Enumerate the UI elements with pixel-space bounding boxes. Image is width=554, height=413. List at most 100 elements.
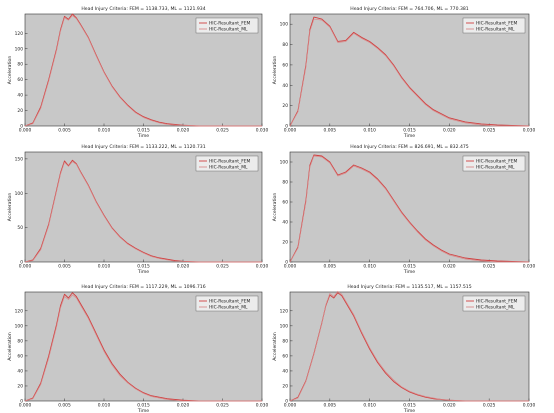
y-tick-label: 120 — [15, 31, 24, 37]
legend-entry: HIC-Resultant_ML — [476, 165, 515, 171]
x-axis-label: Time — [403, 269, 415, 275]
y-tick-label: 120 — [280, 308, 289, 314]
x-axis-label: Time — [403, 133, 415, 139]
legend-entry: HIC-Resultant_FEM — [209, 21, 251, 27]
y-tick-label: 80 — [17, 338, 23, 344]
series-line-fem — [289, 16, 530, 127]
y-axis-label: Acceleration — [7, 56, 13, 85]
chart-title: Head Injury Criteria: FEM = 826.691, ML … — [350, 144, 469, 150]
chart-panel-1: Head Injury Criteria: FEM = 1138.733, ML… — [7, 6, 268, 139]
x-tick-label: 0.020 — [443, 264, 456, 270]
y-tick-label: 20 — [282, 383, 288, 389]
x-axis-label: Time — [403, 408, 415, 413]
y-tick-label: 100 — [15, 323, 24, 329]
x-tick-label: 0.025 — [483, 403, 496, 409]
y-axis-label: Acceleration — [272, 193, 278, 222]
x-tick-label: 0.030 — [256, 128, 269, 134]
legend-entry: HIC-Resultant_FEM — [476, 159, 518, 165]
x-tick-label: 0.030 — [256, 403, 269, 409]
y-tick-label: 40 — [282, 368, 288, 374]
x-tick-label: 0.020 — [177, 403, 190, 409]
y-tick-label: 80 — [282, 180, 288, 186]
legend-entry: HIC-Resultant_FEM — [209, 159, 251, 165]
x-tick-label: 0.000 — [19, 264, 32, 270]
x-tick-label: 0.015 — [403, 264, 416, 270]
x-tick-label: 0.015 — [403, 403, 416, 409]
y-tick-label: 20 — [17, 108, 23, 114]
x-tick-label: 0.005 — [324, 264, 337, 270]
y-tick-label: 100 — [280, 160, 289, 166]
legend-box — [195, 295, 259, 312]
y-tick-label: 0 — [285, 399, 288, 405]
x-tick-label: 0.000 — [284, 264, 297, 270]
legend-entry: HIC-Resultant_ML — [476, 305, 515, 311]
x-tick-label: 0.000 — [284, 403, 297, 409]
series-line-fem — [24, 292, 262, 402]
y-tick-label: 60 — [282, 62, 288, 68]
x-axis-label: Time — [137, 269, 149, 275]
chart-panel-2: Head Injury Criteria: FEM = 764.706, ML … — [272, 6, 535, 139]
series-line-fem — [289, 154, 530, 263]
legend-entry: HIC-Resultant_ML — [209, 305, 248, 311]
legend-box — [195, 17, 259, 34]
x-tick-label: 0.015 — [137, 128, 150, 134]
y-tick-label: 20 — [282, 103, 288, 109]
legend-box — [462, 155, 526, 172]
series-line-ml — [24, 161, 262, 263]
y-tick-label: 0 — [20, 399, 23, 405]
x-tick-label: 0.030 — [523, 264, 536, 270]
x-tick-label: 0.010 — [363, 403, 376, 409]
x-tick-label: 0.015 — [137, 403, 150, 409]
y-tick-label: 100 — [280, 22, 289, 28]
y-tick-label: 40 — [17, 93, 23, 99]
y-tick-label: 100 — [280, 323, 289, 329]
x-tick-label: 0.005 — [58, 264, 71, 270]
legend-box — [195, 155, 259, 172]
y-axis-label: Acceleration — [272, 332, 278, 361]
x-axis-label: Time — [137, 408, 149, 413]
series-line-ml — [289, 290, 529, 402]
series-line-ml — [289, 18, 529, 127]
x-tick-label: 0.025 — [216, 264, 229, 270]
x-tick-label: 0.010 — [98, 128, 111, 134]
x-tick-label: 0.025 — [216, 403, 229, 409]
y-tick-label: 100 — [15, 46, 24, 52]
legend-box — [462, 295, 526, 312]
chart-panel-6: Head Injury Criteria: FEM = 1135.517, ML… — [272, 284, 535, 413]
x-tick-label: 0.000 — [19, 128, 32, 134]
chart-panel-4: Head Injury Criteria: FEM = 826.691, ML … — [272, 144, 535, 275]
y-tick-label: 80 — [17, 62, 23, 68]
x-tick-label: 0.010 — [98, 403, 111, 409]
x-tick-label: 0.000 — [19, 403, 32, 409]
legend-entry: HIC-Resultant_ML — [209, 27, 248, 33]
y-tick-label: 20 — [17, 383, 23, 389]
x-tick-label: 0.015 — [137, 264, 150, 270]
y-tick-label: 60 — [17, 353, 23, 359]
x-tick-label: 0.030 — [523, 128, 536, 134]
y-tick-label: 100 — [15, 191, 24, 197]
chart-title: Head Injury Criteria: FEM = 1117.229, ML… — [81, 284, 205, 290]
y-tick-label: 0 — [285, 124, 288, 130]
x-tick-label: 0.000 — [284, 128, 297, 134]
series-line-ml — [24, 294, 262, 402]
x-tick-label: 0.025 — [483, 264, 496, 270]
x-tick-label: 0.030 — [256, 264, 269, 270]
legend-entry: HIC-Resultant_FEM — [476, 21, 518, 27]
y-tick-label: 60 — [282, 353, 288, 359]
y-tick-label: 60 — [17, 77, 23, 83]
x-tick-label: 0.025 — [483, 128, 496, 134]
y-tick-label: 50 — [17, 225, 23, 231]
x-tick-label: 0.020 — [443, 128, 456, 134]
chart-panel-5: Head Injury Criteria: FEM = 1117.229, ML… — [7, 284, 268, 413]
x-tick-label: 0.020 — [443, 403, 456, 409]
x-tick-label: 0.005 — [58, 403, 71, 409]
x-tick-label: 0.030 — [523, 403, 536, 409]
y-tick-label: 60 — [282, 200, 288, 206]
chart-title: Head Injury Criteria: FEM = 1133.222, ML… — [81, 144, 205, 150]
